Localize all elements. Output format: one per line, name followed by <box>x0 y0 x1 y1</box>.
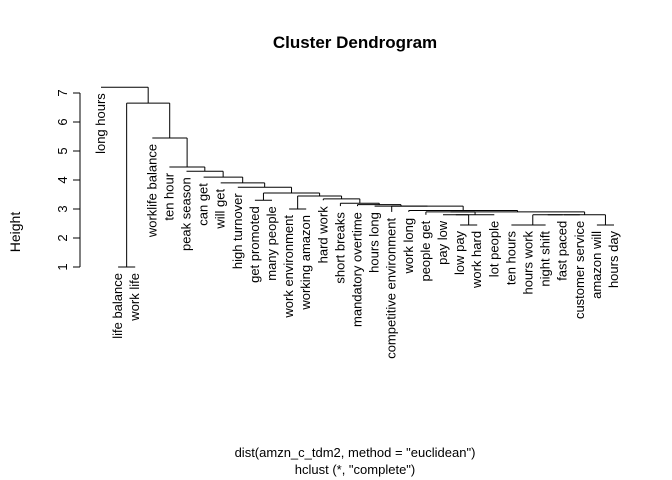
y-tick-label: 5 <box>55 147 70 154</box>
y-tick-label: 7 <box>55 89 70 96</box>
leaf-label: working amazon <box>298 215 313 311</box>
leaf-label: night shift <box>538 231 553 287</box>
y-tick-label: 3 <box>55 205 70 212</box>
y-axis-label: Height <box>7 212 23 253</box>
leaf-label: hours long <box>367 212 382 273</box>
leaf-label: life balance <box>110 273 125 339</box>
leaf-label: will get <box>213 189 228 230</box>
leaf-label: short breaks <box>332 212 347 284</box>
x-subtitle-line-1: dist(amzn_c_tdm2, method = "euclidean") <box>235 445 476 460</box>
leaf-labels: long hours life balance work life worklife … <box>93 93 621 359</box>
y-axis: 1 2 3 4 5 6 7 <box>55 89 81 271</box>
leaf-label: peak season <box>179 177 194 251</box>
leaf-label: ten hour <box>161 172 176 220</box>
leaf-label: competitive environment <box>384 218 399 359</box>
leaf-label: long hours <box>93 93 108 154</box>
y-tick-label: 1 <box>55 263 70 270</box>
y-tick-label: 2 <box>55 234 70 241</box>
leaf-label: work environment <box>281 215 296 319</box>
leaf-label: people get <box>418 220 433 281</box>
x-subtitle-line-2: hclust (*, "complete") <box>295 462 416 477</box>
leaf-label: ten hours <box>503 230 518 285</box>
chart-title: Cluster Dendrogram <box>273 33 437 52</box>
leaf-label: get promoted <box>247 206 262 283</box>
leaf-label: amazon will <box>589 231 604 299</box>
leaf-label: work long <box>401 218 416 275</box>
leaf-label: mandatory overtime <box>350 212 365 327</box>
leaf-label: hours day <box>606 230 621 288</box>
leaf-label: customer service <box>572 221 587 319</box>
leaf-label: can get <box>196 183 211 226</box>
leaf-label: hard work <box>315 206 330 264</box>
y-tick-label: 6 <box>55 118 70 125</box>
leaf-label: hours work <box>521 230 536 294</box>
leaf-label: worklife balance <box>144 144 159 238</box>
leaf-label: work hard <box>469 231 484 289</box>
leaf-label: high turnover <box>230 193 245 270</box>
leaf-label: lot people <box>486 221 501 277</box>
leaf-label: work life <box>127 273 142 322</box>
leaf-label: low pay <box>452 230 467 275</box>
leaf-label: many people <box>264 206 279 280</box>
leaf-label: pay low <box>435 220 450 265</box>
leaf-label: fast paced <box>555 221 570 281</box>
dendrogram-tree <box>101 86 614 268</box>
y-tick-label: 4 <box>55 176 70 183</box>
